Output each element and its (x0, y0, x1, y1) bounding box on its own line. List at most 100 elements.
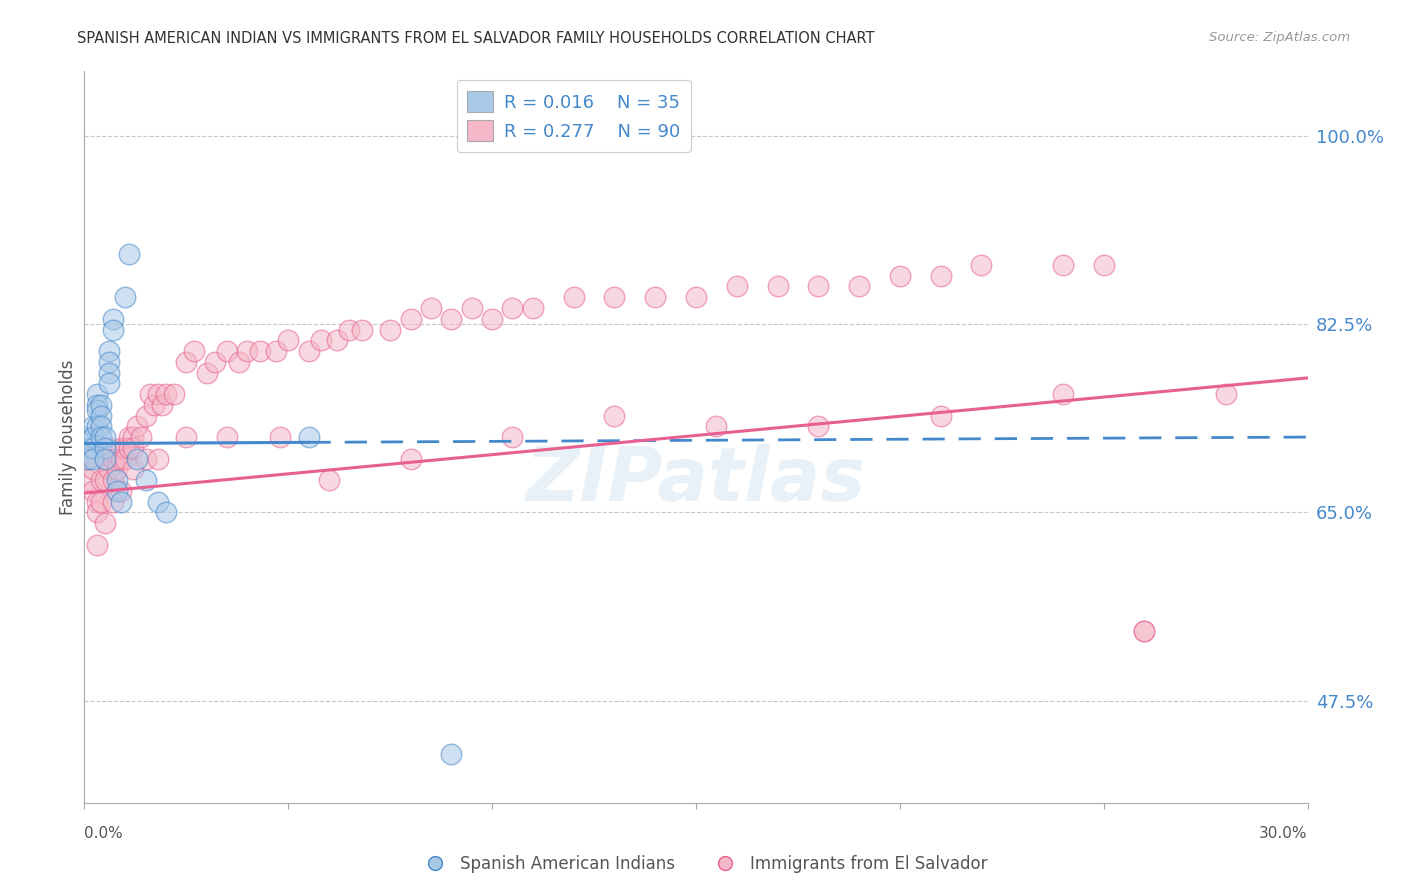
Point (97, 462, 120, 476)
Point (1052, 387, 1074, 401)
Point (82, 451, 104, 466)
Point (970, 258, 993, 272)
Point (105, 451, 128, 466)
Point (93, 430, 115, 444)
Legend: R = 0.016    N = 35, R = 0.277    N = 90: R = 0.016 N = 35, R = 0.277 N = 90 (457, 80, 690, 152)
Point (86, 494, 108, 508)
Point (82, 483, 104, 498)
Point (326, 333, 349, 347)
Point (502, 301, 524, 315)
Point (350, 322, 373, 336)
Point (138, 387, 160, 401)
Point (110, 441, 132, 455)
Point (183, 344, 205, 359)
Point (155, 387, 177, 401)
Point (264, 344, 287, 359)
Point (204, 355, 226, 369)
Text: 30.0%: 30.0% (1260, 827, 1308, 841)
Point (90, 419, 112, 434)
Point (77, 451, 100, 466)
Point (298, 344, 321, 359)
Point (174, 355, 197, 369)
Point (522, 301, 544, 315)
Point (101, 451, 124, 466)
Point (97, 344, 120, 359)
Point (807, 279, 830, 293)
Point (269, 430, 291, 444)
Point (706, 419, 728, 434)
Point (236, 344, 259, 359)
Point (380, 322, 402, 336)
Point (339, 322, 361, 336)
Point (97, 355, 120, 369)
Point (318, 473, 340, 487)
Point (90, 430, 112, 444)
Point (97, 441, 120, 455)
Point (1215, 387, 1237, 401)
Point (929, 409, 952, 423)
Point (93, 441, 115, 455)
Point (146, 387, 169, 401)
Point (644, 290, 666, 304)
Point (142, 398, 165, 412)
Point (135, 409, 157, 423)
Point (93, 516, 115, 530)
Text: ZIPatlas: ZIPatlas (526, 444, 866, 517)
Point (249, 344, 271, 359)
Point (195, 366, 218, 380)
Point (114, 451, 136, 466)
Point (97, 376, 120, 391)
Point (217, 344, 239, 359)
Point (127, 419, 149, 434)
Point (90, 494, 112, 508)
Point (309, 333, 332, 347)
Point (163, 387, 186, 401)
Point (114, 441, 136, 455)
Point (155, 505, 177, 519)
Point (399, 311, 422, 326)
Point (118, 247, 141, 261)
Point (603, 290, 626, 304)
Point (502, 430, 524, 444)
Point (135, 451, 157, 466)
Text: Source: ZipAtlas.com: Source: ZipAtlas.com (1209, 31, 1350, 45)
Point (97, 366, 120, 380)
Point (228, 355, 250, 369)
Point (110, 494, 132, 508)
Point (90, 398, 112, 412)
Point (277, 333, 299, 347)
Point (848, 279, 870, 293)
Point (86, 387, 108, 401)
Point (399, 451, 422, 466)
Point (135, 473, 157, 487)
Point (807, 419, 830, 434)
Point (105, 473, 128, 487)
Point (562, 290, 585, 304)
Point (298, 430, 321, 444)
Point (150, 398, 173, 412)
Point (77, 451, 100, 466)
Point (481, 311, 503, 326)
Point (101, 494, 124, 508)
Point (114, 290, 136, 304)
Point (725, 279, 748, 293)
Point (889, 268, 911, 283)
Point (82, 419, 104, 434)
Point (146, 451, 169, 466)
Point (217, 430, 239, 444)
Point (1133, 624, 1156, 638)
Point (122, 441, 145, 455)
Point (101, 322, 124, 336)
Point (82, 430, 104, 444)
Point (86, 538, 108, 552)
Point (131, 430, 153, 444)
Point (86, 505, 108, 519)
Point (77, 430, 100, 444)
Point (90, 409, 112, 423)
Point (77, 473, 100, 487)
Text: 0.0%: 0.0% (84, 827, 124, 841)
Point (110, 483, 132, 498)
Point (1052, 258, 1074, 272)
Point (77, 441, 100, 455)
Point (93, 451, 115, 466)
